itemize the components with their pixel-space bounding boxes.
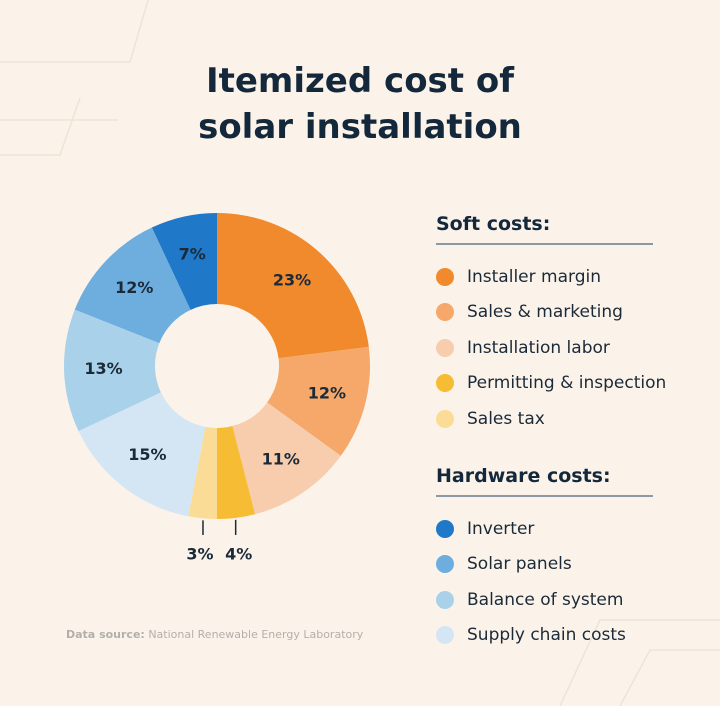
legend-swatch [436, 519, 454, 538]
legend-label: Sales tax [467, 408, 545, 429]
legend-label: Sales & marketing [467, 302, 623, 323]
legend-swatch [436, 267, 454, 286]
legend-label: Permitting & inspection [467, 373, 667, 394]
slice-value-label: 4% [225, 545, 252, 564]
slice-value-label: 23% [273, 270, 311, 289]
legend-label: Inverter [467, 518, 535, 539]
donut-slice [64, 309, 161, 432]
legend-item: Solar panels [436, 547, 653, 583]
data-source-text: National Renewable Energy Laboratory [148, 628, 364, 641]
donut-slice [151, 213, 217, 310]
legend-swatch [436, 590, 454, 609]
legend-item: Sales & marketing [436, 295, 666, 331]
slice-value-label: 12% [308, 384, 346, 403]
legend-label: Solar panels [467, 554, 572, 575]
legend-hardware-costs: Hardware costs: Inverter Solar panels Bala… [436, 463, 653, 653]
slice-value-label: 12% [115, 278, 153, 297]
donut-slice [188, 426, 217, 519]
donut-slice [267, 346, 371, 456]
legend-soft-costs: Soft costs: Installer margin Sales & mark… [436, 211, 666, 437]
donut-slice [217, 426, 256, 519]
data-source-note: Data source: National Renewable Energy L… [66, 628, 363, 641]
legend-item: Inverter [436, 511, 653, 547]
legend-item: Supply chain costs [436, 618, 653, 654]
legend-list-hardware: Inverter Solar panels Balance of system Sup… [436, 511, 653, 653]
legend-label: Installer margin [467, 266, 601, 287]
legend-heading-soft: Soft costs: [436, 211, 653, 245]
donut-slice [232, 402, 341, 515]
legend-swatch [436, 626, 454, 645]
legend-swatch [436, 555, 454, 574]
donut-slice [217, 213, 369, 359]
data-source-label: Data source: [66, 628, 145, 641]
legend-item: Permitting & inspection [436, 366, 666, 402]
title-line-1: Itemized cost of [205, 61, 515, 101]
slice-value-label: 15% [128, 445, 166, 464]
legend-list-soft: Installer margin Sales & marketing Install… [436, 259, 666, 437]
legend-item: Installation labor [436, 330, 666, 366]
donut-slice [74, 227, 191, 344]
donut-slice [78, 392, 206, 517]
legend-item: Installer margin [436, 259, 666, 295]
legend-item: Balance of system [436, 582, 653, 618]
legend-swatch [436, 374, 454, 393]
slice-value-label: 13% [84, 359, 122, 378]
chart-title: Itemized cost of solar installation [0, 58, 720, 150]
legend-swatch [436, 303, 454, 322]
legend-label: Installation labor [467, 337, 610, 358]
title-line-2: solar installation [198, 107, 522, 147]
legend-label: Balance of system [467, 589, 624, 610]
legend-swatch [436, 338, 454, 357]
legend-swatch [436, 409, 454, 428]
slice-value-label: 3% [186, 545, 213, 564]
legend-heading-hardware: Hardware costs: [436, 463, 653, 497]
slice-value-label: 7% [179, 245, 206, 264]
legend-label: Supply chain costs [467, 625, 626, 646]
slice-value-label: 11% [262, 449, 300, 468]
legend-item: Sales tax [436, 401, 666, 437]
